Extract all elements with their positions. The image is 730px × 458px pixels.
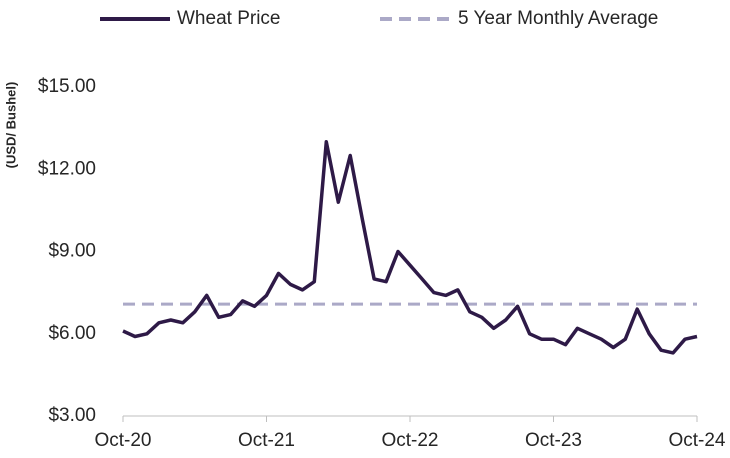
y-tick-label: $3.00 [48, 405, 96, 426]
x-tick-label: Oct-22 [381, 430, 438, 451]
y-tick-label: $6.00 [48, 323, 96, 344]
y-tick-label: $9.00 [48, 241, 96, 262]
y-tick-label: $15.00 [38, 76, 96, 97]
x-tick-label: Oct-23 [525, 430, 582, 451]
y-axis-title: (USD/ Bushel) [3, 82, 18, 169]
y-tick-label: $12.00 [38, 158, 96, 179]
legend-label: 5 Year Monthly Average [458, 8, 658, 29]
x-tick-label: Oct-24 [668, 430, 725, 451]
x-tick-label: Oct-21 [238, 430, 295, 451]
price-line [122, 140, 698, 355]
x-tick-label: Oct-20 [94, 430, 151, 451]
legend-label: Wheat Price [177, 8, 280, 29]
